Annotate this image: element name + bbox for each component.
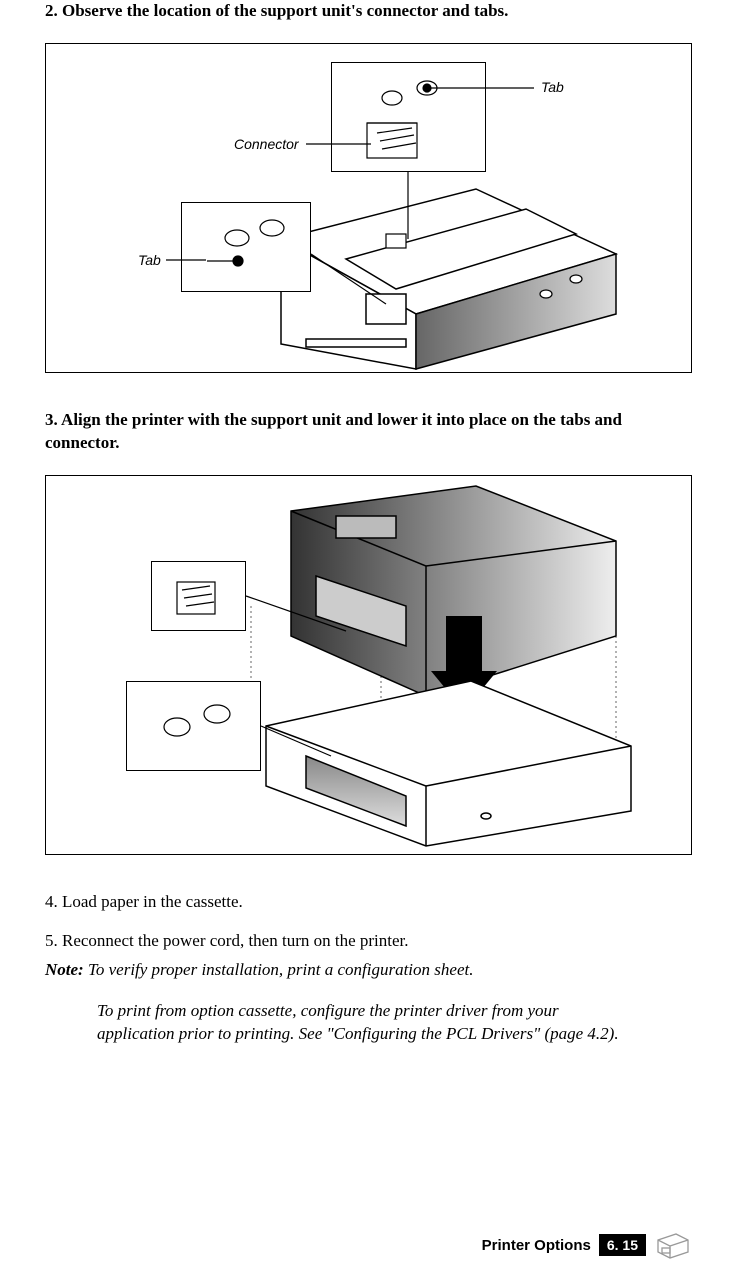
footer-section: Printer Options [482,1237,591,1254]
step-4-text: 4. Load paper in the cassette. [45,891,692,914]
figure-1: Tab Connector Tab [45,43,692,373]
figure-2 [45,475,692,855]
printer-icon [654,1230,692,1260]
inset-connector-detail [331,62,486,172]
footer-page-badge: 6. 15 [599,1234,646,1256]
note-line: Note: To verify proper installation, pri… [45,959,692,982]
step-2-heading: 2. Observe the location of the support u… [45,0,692,23]
inset-connector-small [151,561,246,631]
note-label: Note: [45,960,84,979]
inset-tab-detail [181,202,311,292]
label-tab-right: Tab [541,79,564,95]
inset-tabs-small [126,681,261,771]
page-footer: Printer Options 6. 15 [482,1230,692,1260]
label-connector: Connector [234,136,299,152]
label-tab-left: Tab [138,252,161,268]
step-5-text: 5. Reconnect the power cord, then turn o… [45,930,692,953]
step-3-heading: 3. Align the printer with the support un… [45,409,692,455]
indent-paragraph: To print from option cassette, configure… [97,1000,637,1046]
printer-lowering-drawing [46,476,686,856]
note-body: To verify proper installation, print a c… [84,960,474,979]
